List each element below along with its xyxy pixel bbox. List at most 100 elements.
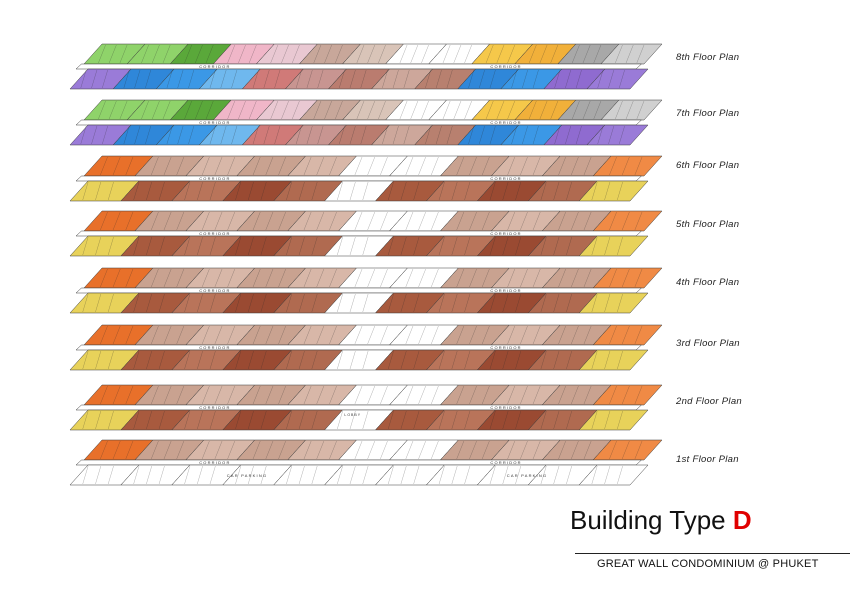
partition-line — [151, 268, 159, 288]
partition-line — [303, 268, 312, 288]
partition-line — [583, 440, 592, 460]
partition-line — [151, 385, 159, 405]
partition-line — [214, 385, 223, 405]
partition-line — [270, 44, 279, 64]
partition-line — [133, 465, 140, 485]
partition-line — [507, 385, 515, 405]
corridor — [75, 175, 643, 182]
partition-line — [349, 293, 356, 313]
partition-line — [227, 100, 235, 120]
partition-line — [184, 465, 191, 485]
partition-line — [292, 100, 300, 120]
south-units — [69, 235, 649, 257]
unit-block — [592, 324, 663, 346]
partition-line — [621, 325, 630, 345]
partition-line — [446, 125, 453, 145]
partition-line — [438, 350, 445, 370]
south-units — [69, 180, 649, 202]
partition-line — [133, 350, 140, 370]
partition-line — [176, 385, 185, 405]
partition-line — [502, 410, 509, 430]
partition-line — [286, 181, 292, 201]
floor-plan-3: CORRIDOR CORRIDOR — [69, 324, 663, 371]
partition-line — [274, 125, 281, 145]
partition-line — [112, 211, 121, 231]
partition-line — [609, 268, 617, 288]
partition-line — [515, 410, 522, 430]
partition-line — [520, 385, 528, 405]
partition-line — [367, 100, 375, 120]
partition-line — [456, 325, 465, 345]
floor-label: 3rd Floor Plan — [676, 338, 740, 349]
partition-line — [438, 236, 445, 256]
partition-line — [235, 181, 242, 201]
partition-line — [387, 181, 394, 201]
partition-line — [572, 44, 580, 64]
partition-line — [146, 181, 152, 201]
partition-line — [95, 410, 102, 430]
partition-line — [313, 44, 322, 64]
partition-line — [405, 325, 414, 345]
partition-line — [539, 44, 548, 64]
partition-line — [558, 440, 566, 460]
partition-line — [247, 236, 254, 256]
north-units — [83, 439, 663, 461]
partition-line — [550, 100, 559, 120]
partition-line — [418, 268, 426, 288]
partition-line — [515, 181, 522, 201]
partition-line — [95, 465, 102, 485]
north-units — [83, 43, 663, 65]
partition-line — [252, 325, 261, 345]
partition-line — [252, 440, 261, 460]
partition-line — [133, 410, 140, 430]
floor-label: 4th Floor Plan — [676, 277, 740, 288]
partition-line — [125, 156, 134, 176]
south-units — [69, 124, 649, 146]
partition-line — [565, 69, 571, 89]
partition-line — [464, 293, 471, 313]
partition-line — [95, 236, 102, 256]
partition-line — [311, 181, 318, 201]
partition-line — [227, 44, 235, 64]
partition-line — [403, 125, 410, 145]
south-units — [69, 68, 649, 90]
partition-line — [400, 293, 407, 313]
partition-line — [201, 211, 210, 231]
partition-line — [317, 125, 324, 145]
partition-line — [146, 236, 152, 256]
partition-line — [583, 156, 592, 176]
partition-line — [558, 325, 566, 345]
partition-line — [151, 156, 159, 176]
partition-line — [617, 293, 623, 313]
partition-line — [286, 465, 292, 485]
partition-line — [201, 268, 210, 288]
partition-line — [205, 100, 214, 120]
partition-line — [617, 236, 623, 256]
partition-line — [634, 156, 643, 176]
partition-line — [324, 44, 332, 64]
partition-line — [634, 325, 643, 345]
partition-line — [566, 293, 572, 313]
partition-line — [520, 156, 528, 176]
partition-line — [489, 350, 496, 370]
partition-line — [485, 44, 494, 64]
corridor-label: CORRIDOR — [199, 405, 230, 410]
partition-line — [532, 125, 539, 145]
south-units — [69, 409, 649, 431]
partition-line — [214, 211, 223, 231]
partition-line — [313, 100, 322, 120]
partition-line — [451, 465, 458, 485]
partition-line — [329, 156, 337, 176]
partition-line — [329, 325, 337, 345]
partition-line — [316, 268, 325, 288]
partition-line — [125, 385, 134, 405]
partition-line — [252, 125, 259, 145]
floor-plan-8: CORRIDOR CORRIDOR — [69, 43, 663, 90]
partition-line — [367, 440, 375, 460]
corridor-label: CORRIDOR — [490, 345, 521, 350]
partition-line — [489, 465, 496, 485]
partition-line — [152, 100, 160, 120]
partition-line — [133, 181, 140, 201]
partition-line — [235, 350, 242, 370]
partition-line — [418, 211, 426, 231]
